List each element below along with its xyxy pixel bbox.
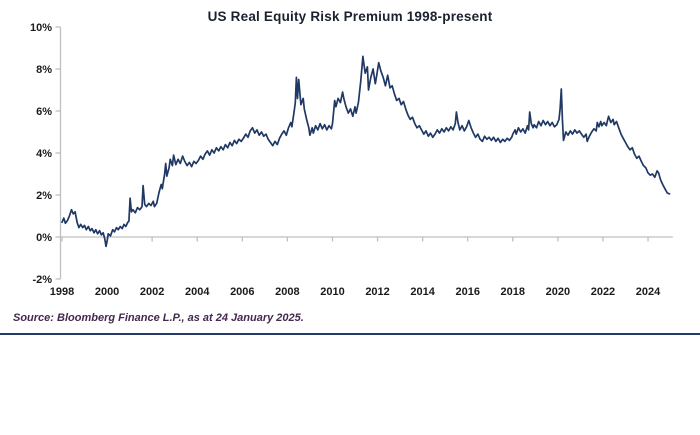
equity-risk-premium-chart: 10% 8% 6% 4% 2% 0% -2% 1998 2000 2002 2004 2006 200… — [30, 22, 673, 298]
svg-text:2%: 2% — [36, 190, 52, 202]
svg-text:1998: 1998 — [50, 286, 74, 298]
chart-title: US Real Equity Risk Premium 1998-present — [207, 9, 493, 24]
svg-text:2020: 2020 — [546, 286, 570, 298]
source-note: Source: Bloomberg Finance L.P., as at 24… — [13, 312, 304, 324]
svg-text:2022: 2022 — [591, 286, 615, 298]
svg-text:-2%: -2% — [32, 274, 52, 286]
svg-text:2016: 2016 — [455, 286, 479, 298]
section-divider — [0, 333, 700, 335]
svg-text:2006: 2006 — [230, 286, 254, 298]
svg-text:2024: 2024 — [636, 286, 661, 298]
svg-text:2000: 2000 — [95, 286, 119, 298]
svg-text:2018: 2018 — [501, 286, 525, 298]
svg-text:2010: 2010 — [320, 286, 344, 298]
svg-text:2008: 2008 — [275, 286, 299, 298]
svg-text:10%: 10% — [30, 22, 52, 34]
svg-text:8%: 8% — [36, 64, 52, 76]
svg-text:2014: 2014 — [410, 286, 435, 298]
premium-line-series — [61, 55, 671, 248]
svg-text:6%: 6% — [36, 106, 52, 118]
svg-text:2012: 2012 — [365, 286, 389, 298]
profile-section: Premium Grade Tom Delic Fund Manager — [0, 335, 700, 435]
x-axis: 1998 2000 2002 2004 2006 2008 2010 2012 2014 2016… — [50, 236, 673, 298]
y-axis: 10% 8% 6% 4% 2% 0% -2% — [30, 22, 62, 286]
svg-text:2004: 2004 — [185, 286, 210, 298]
svg-text:2002: 2002 — [140, 286, 164, 298]
svg-text:0%: 0% — [36, 232, 52, 244]
svg-text:4%: 4% — [36, 148, 52, 160]
